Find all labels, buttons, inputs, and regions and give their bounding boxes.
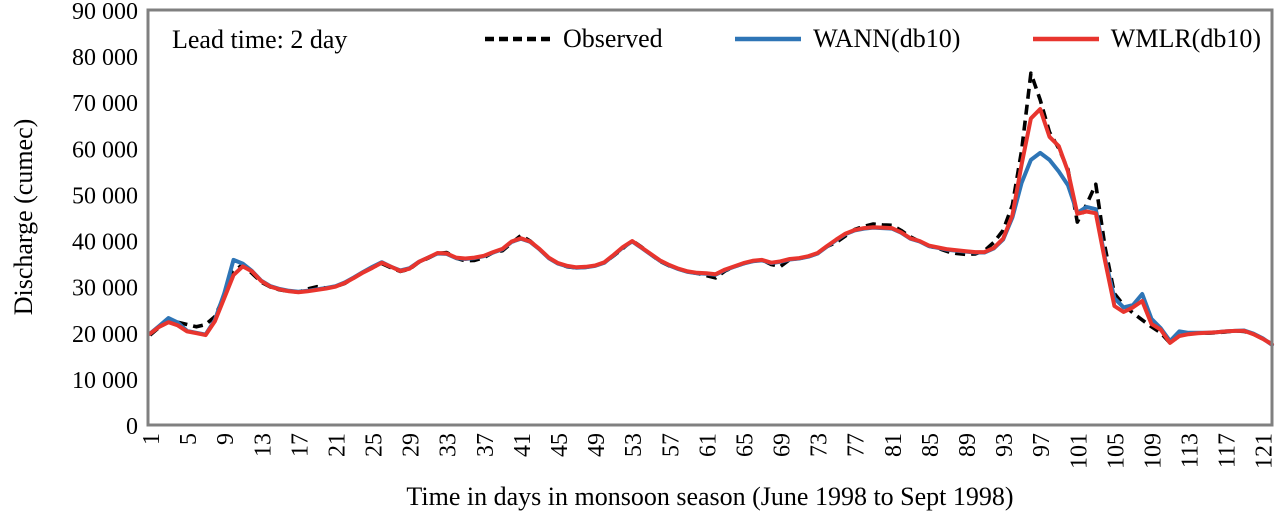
x-tick-label: 97	[1029, 433, 1055, 457]
x-tick-label: 65	[732, 433, 758, 457]
y-tick-label: 30 000	[72, 276, 138, 302]
x-tick-label: 101	[1066, 433, 1092, 469]
y-tick-label: 60 000	[72, 137, 138, 163]
x-tick-label: 45	[547, 433, 573, 457]
y-tick-label: 80 000	[72, 45, 138, 71]
x-tick-label: 73	[807, 433, 833, 457]
x-tick-label: 113	[1178, 433, 1204, 468]
series-line-wmlr-db10-	[148, 107, 1274, 347]
x-tick-label: 89	[955, 433, 981, 457]
x-tick-label: 9	[213, 433, 239, 445]
x-tick-label: 77	[844, 433, 870, 457]
x-tick-label: 33	[436, 433, 462, 457]
y-tick-label: 0	[126, 414, 138, 440]
legend-item-observed: Observed	[483, 24, 663, 54]
y-tick-label: 10 000	[72, 368, 138, 394]
x-tick-label: 85	[918, 433, 944, 457]
legend: Observed WANN(db10) WMLR(db10)	[483, 24, 1261, 54]
x-tick-label: 93	[992, 433, 1018, 457]
x-tick-label: 121	[1252, 433, 1278, 469]
x-axis-title: Time in days in monsoon season (June 199…	[406, 482, 1014, 511]
x-tick-label: 61	[695, 433, 721, 457]
y-tick-label: 20 000	[72, 322, 138, 348]
y-axis-title: Discharge (cumec)	[9, 118, 38, 316]
x-tick-label: 21	[324, 433, 350, 457]
plot-area	[148, 10, 1272, 425]
x-tick-label: 69	[770, 433, 796, 457]
x-tick-label: 117	[1215, 433, 1241, 468]
x-tick-label: 29	[399, 433, 425, 457]
legend-swatch-solid-line	[735, 36, 802, 42]
x-tick-label: 49	[584, 433, 610, 457]
legend-swatch-solid-line	[1032, 36, 1099, 42]
plot-frame	[146, 8, 1274, 427]
lead-time-annotation: Lead time: 2 day	[172, 25, 348, 54]
x-tick-label: 13	[250, 433, 276, 457]
x-tick-label: 81	[881, 433, 907, 457]
x-tick-label: 57	[658, 433, 684, 457]
y-tick-label: 70 000	[72, 91, 138, 117]
x-tick-label: 17	[287, 433, 313, 457]
legend-item-wann-db10-: WANN(db10)	[733, 24, 960, 54]
x-tick-label: 53	[621, 433, 647, 457]
y-tick-label: 50 000	[72, 183, 138, 209]
y-tick-label: 90 000	[72, 0, 138, 25]
x-tick-label: 41	[510, 433, 536, 457]
x-tick-label: 105	[1103, 433, 1129, 469]
legend-label: WANN(db10)	[813, 24, 961, 53]
x-tick-label: 109	[1140, 433, 1166, 469]
legend-label: Observed	[563, 24, 663, 53]
x-tick-label: 25	[362, 433, 388, 457]
legend-label: WMLR(db10)	[1110, 24, 1261, 53]
x-tick-label: 5	[176, 433, 202, 445]
legend-item-wmlr-db10-: WMLR(db10)	[1031, 24, 1261, 54]
x-tick-label: 1	[139, 433, 165, 445]
legend-swatch-dashed-line	[485, 36, 551, 42]
x-tick-label: 37	[473, 433, 499, 457]
y-tick-label: 40 000	[72, 230, 138, 256]
